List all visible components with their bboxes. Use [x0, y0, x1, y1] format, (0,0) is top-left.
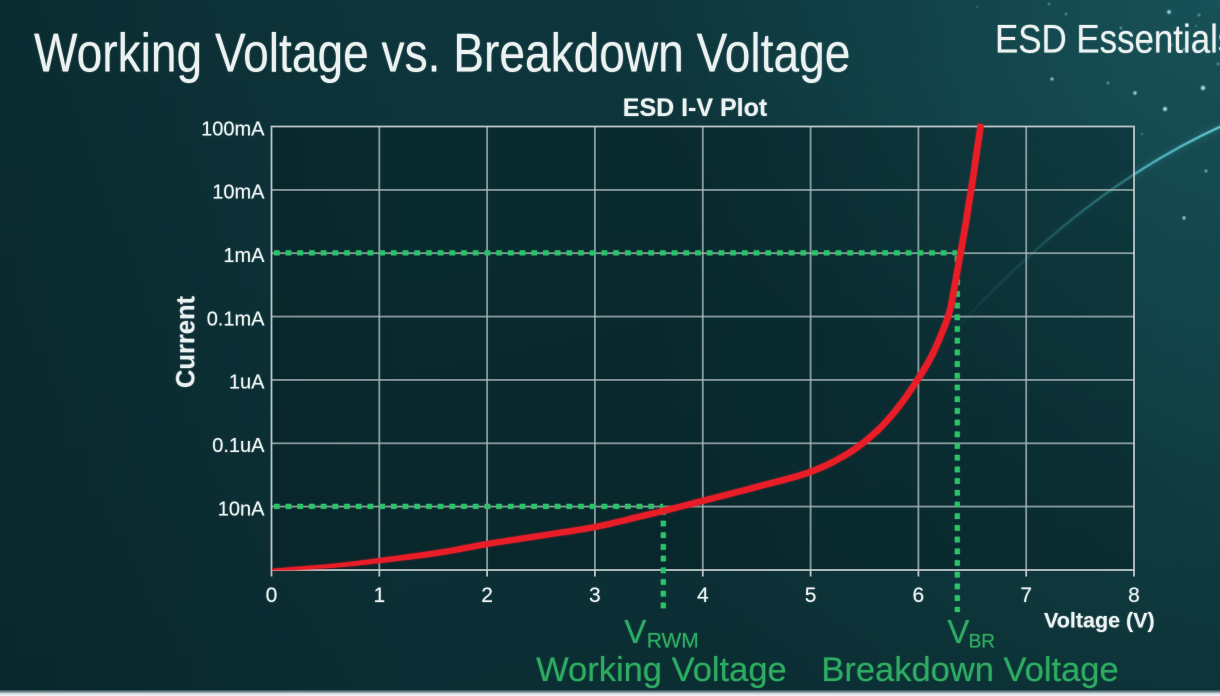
- svg-text:Voltage (V): Voltage (V): [1044, 609, 1155, 633]
- svg-text:Current: Current: [172, 295, 200, 388]
- svg-text:ESD Essentials: ESD Essentials: [995, 16, 1220, 61]
- svg-text:Breakdown Voltage: Breakdown Voltage: [821, 651, 1118, 689]
- svg-text:1mA: 1mA: [223, 245, 265, 267]
- svg-text:10nA: 10nA: [218, 498, 265, 520]
- svg-text:0: 0: [266, 584, 278, 607]
- svg-text:8: 8: [1128, 584, 1140, 607]
- svg-text:Working Voltage: Working Voltage: [536, 651, 787, 689]
- svg-text:BR: BR: [969, 632, 995, 653]
- svg-text:5: 5: [805, 584, 817, 607]
- svg-text:0.1mA: 0.1mA: [207, 308, 265, 330]
- svg-text:V: V: [947, 613, 969, 650]
- svg-text:Working Voltage vs. Breakdown: Working Voltage vs. Breakdown Voltage: [34, 22, 850, 84]
- svg-text:2: 2: [481, 584, 493, 607]
- svg-text:7: 7: [1020, 584, 1032, 607]
- svg-text:6: 6: [913, 584, 925, 607]
- svg-text:4: 4: [697, 584, 709, 607]
- svg-text:10mA: 10mA: [212, 182, 265, 204]
- svg-text:100mA: 100mA: [201, 118, 265, 140]
- svg-text:RWM: RWM: [647, 630, 699, 653]
- svg-text:ESD I-V Plot: ESD I-V Plot: [623, 94, 768, 122]
- svg-text:1: 1: [373, 584, 385, 607]
- svg-text:3: 3: [589, 584, 601, 607]
- svg-text:1uA: 1uA: [229, 372, 265, 394]
- svg-text:0.1uA: 0.1uA: [212, 435, 265, 457]
- svg-text:V: V: [624, 613, 646, 650]
